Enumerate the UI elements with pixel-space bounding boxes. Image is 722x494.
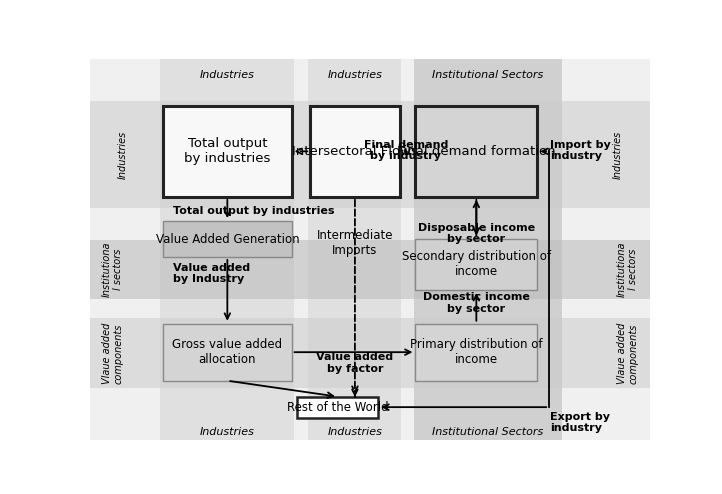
Text: Institutiona
l sectors: Institutiona l sectors — [617, 242, 638, 297]
Bar — [297, 397, 378, 417]
Text: Value added
by factor: Value added by factor — [316, 352, 393, 374]
Text: Vlaue added
components: Vlaue added components — [102, 323, 123, 384]
Text: Domestic income
by sector: Domestic income by sector — [423, 292, 530, 314]
Text: Export by
industry: Export by industry — [550, 412, 610, 434]
Bar — [163, 221, 292, 257]
Text: Primary distribution of
income: Primary distribution of income — [410, 338, 543, 366]
Text: Industries: Industries — [328, 70, 383, 80]
Bar — [415, 239, 537, 290]
Text: Vlaue added
components: Vlaue added components — [617, 323, 638, 384]
Text: Rest of the World: Rest of the World — [287, 401, 388, 413]
Bar — [414, 59, 562, 440]
Bar — [415, 106, 537, 197]
Text: Industries: Industries — [200, 70, 255, 80]
Text: Secondary distribution of
income: Secondary distribution of income — [402, 250, 551, 279]
Bar — [310, 106, 400, 197]
Bar — [160, 59, 295, 440]
Bar — [90, 318, 650, 388]
Text: Intermediate
Imports: Intermediate Imports — [317, 229, 393, 256]
Bar — [415, 324, 537, 381]
Bar — [163, 324, 292, 381]
Bar — [90, 101, 650, 207]
Text: Institutional Sectors: Institutional Sectors — [432, 427, 543, 437]
Text: Industries: Industries — [200, 427, 255, 437]
Text: Industries: Industries — [612, 130, 622, 178]
Text: Gross value added
allocation: Gross value added allocation — [173, 338, 282, 366]
Text: Final demand formation: Final demand formation — [397, 145, 556, 158]
Bar — [308, 59, 401, 440]
Text: Final demand
by industry: Final demand by industry — [364, 140, 448, 162]
Text: Industries: Industries — [118, 130, 128, 178]
Text: Institutional Sectors: Institutional Sectors — [432, 70, 543, 80]
Text: Total output
by industries: Total output by industries — [184, 137, 271, 165]
Text: Total output by industries: Total output by industries — [173, 206, 334, 216]
Text: Value Added Generation: Value Added Generation — [155, 233, 299, 246]
Text: Industries: Industries — [328, 427, 383, 437]
Text: Import by
industry: Import by industry — [550, 140, 611, 162]
Text: Disposable income
by sector: Disposable income by sector — [418, 223, 535, 245]
Bar — [163, 106, 292, 197]
Text: Institutiona
l sectors: Institutiona l sectors — [102, 242, 123, 297]
Bar — [90, 240, 650, 299]
Text: Intersectoral Flows: Intersectoral Flows — [292, 145, 418, 158]
Text: Value added
by Industry: Value added by Industry — [173, 263, 251, 285]
